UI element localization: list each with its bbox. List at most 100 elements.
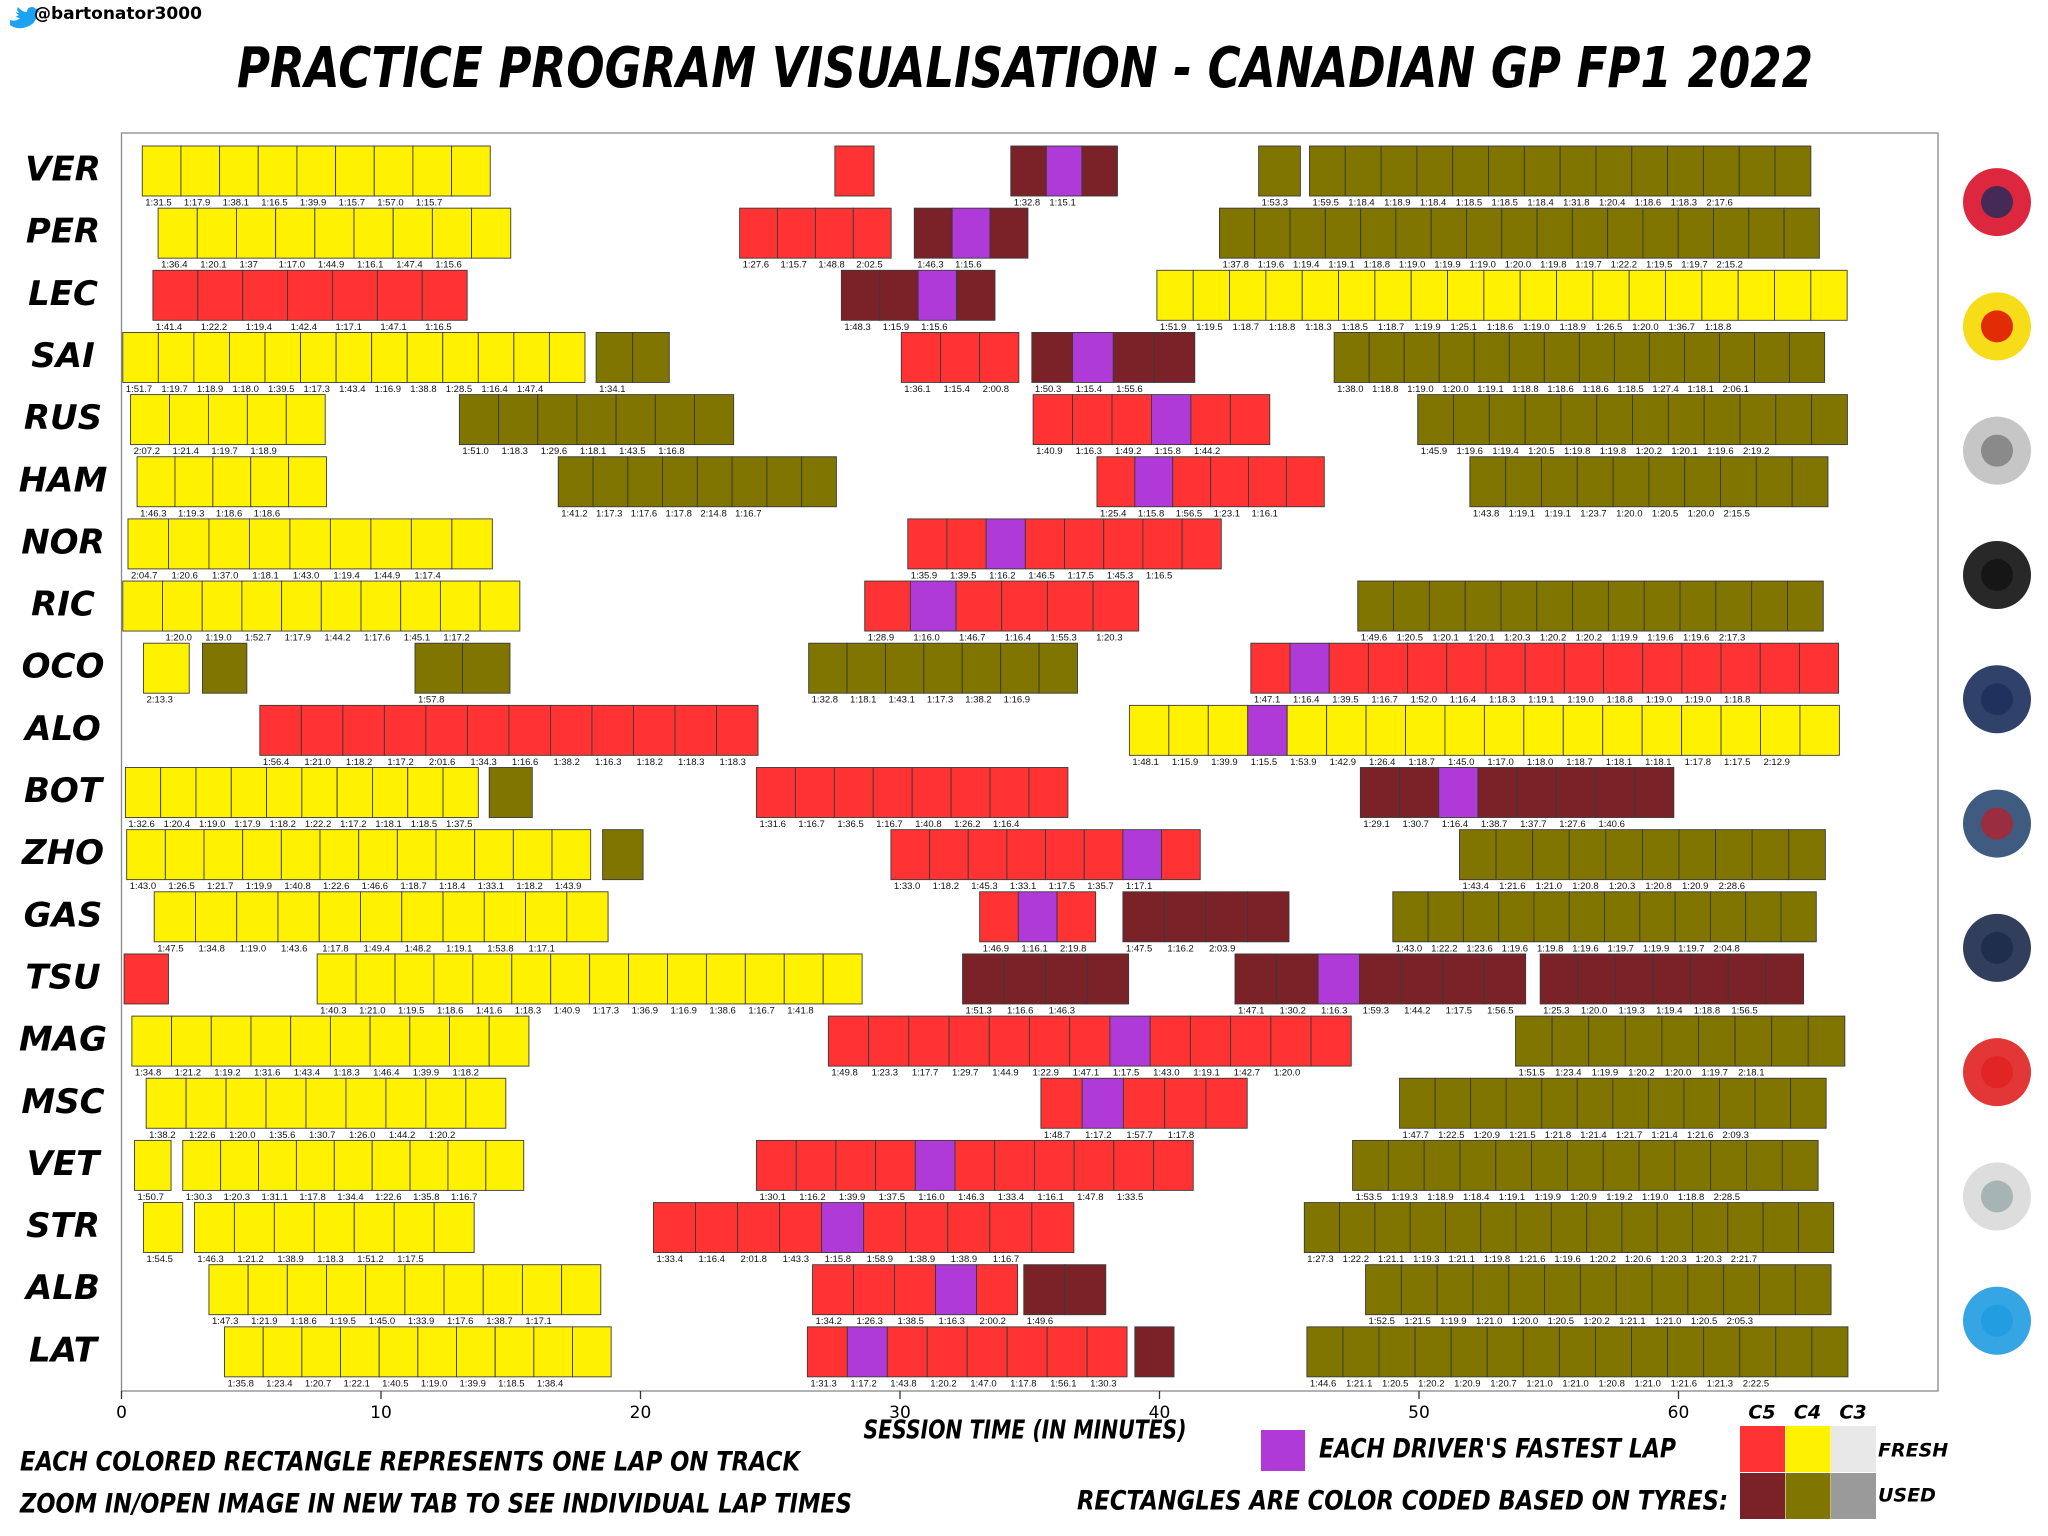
lap — [979, 891, 1019, 943]
lap-time: 1:17.3 — [596, 508, 622, 519]
lap — [1799, 704, 1840, 756]
lap — [1790, 1077, 1827, 1129]
lap — [393, 1202, 435, 1254]
lap-time: 1:19.9 — [1611, 633, 1637, 644]
lap — [472, 953, 513, 1005]
lap-time: 1:28.5 — [446, 384, 472, 395]
lap — [1344, 145, 1382, 197]
lap — [926, 1326, 968, 1378]
lap-time: 1:32.8 — [1014, 198, 1040, 209]
lap-time: 1:16.3 — [939, 1316, 965, 1327]
lap-time: 1:48.1 — [1132, 757, 1158, 768]
lap — [1472, 1264, 1510, 1316]
lap — [1550, 1202, 1588, 1254]
lap — [462, 642, 511, 694]
lap-time: 1:19.3 — [1391, 1192, 1417, 1203]
lap — [1403, 332, 1440, 383]
lap — [1760, 704, 1801, 756]
lap-time: 1:18.8 — [1364, 260, 1390, 271]
lap-time: 1:19.9 — [1434, 260, 1460, 271]
lap-time: 1:21.4 — [173, 446, 199, 457]
lap-time: 1:19.8 — [1540, 260, 1566, 271]
lap — [1621, 1202, 1658, 1254]
lap — [1205, 891, 1248, 943]
lap-time: 1:38.8 — [410, 384, 436, 395]
lap-time: 1:47.7 — [1403, 1130, 1429, 1141]
lap-time: 1:21.0 — [359, 1005, 385, 1016]
lap — [628, 953, 668, 1005]
lap — [329, 1015, 371, 1067]
lap — [300, 704, 344, 756]
lap-time: 1:16.4 — [481, 384, 507, 395]
lap-time: 1:28.9 — [868, 633, 894, 644]
lap — [917, 269, 958, 321]
lap — [872, 767, 913, 818]
lap — [336, 767, 373, 818]
lap — [1703, 1326, 1741, 1378]
lap — [806, 1326, 848, 1378]
lap-time: 1:41.4 — [156, 322, 182, 333]
lap-time: 1:17.6 — [364, 633, 390, 644]
lap — [246, 394, 287, 446]
lap-time: 1:37.5 — [446, 819, 472, 830]
lap — [667, 953, 707, 1005]
lap — [1495, 829, 1534, 881]
lap-time: 1:18.1 — [252, 570, 278, 581]
lap-time: 1:19.4 — [1656, 1005, 1682, 1016]
lap-time: 1:17.9 — [285, 633, 311, 644]
lap — [1638, 1139, 1676, 1191]
lap-time: 1:19.0 — [1523, 322, 1549, 333]
lap — [962, 953, 1005, 1005]
lap — [1480, 1202, 1517, 1254]
lap-time: 1:57.8 — [418, 695, 444, 706]
lap — [1033, 1139, 1075, 1191]
lap-time: 1:18.6 — [254, 508, 280, 519]
lap — [1417, 394, 1454, 446]
lap — [1612, 1077, 1649, 1129]
lap-time: 1:47.8 — [1077, 1192, 1103, 1203]
lap-time: 1:18.3 — [515, 1005, 541, 1016]
lap — [1365, 1264, 1402, 1316]
lap-time: 1:43.4 — [294, 1068, 320, 1079]
lap — [1588, 1015, 1626, 1067]
lap — [783, 953, 824, 1005]
lap-time: 1:20.2 — [1628, 1068, 1654, 1079]
lap-time: 1:18.1 — [1687, 384, 1713, 395]
lap-time: 1:20.2 — [1540, 633, 1566, 644]
lap — [435, 829, 476, 881]
lap-time: 1:44.9 — [992, 1068, 1018, 1079]
lap-time: 1:19.0 — [1685, 695, 1711, 706]
lap — [777, 207, 816, 259]
x-axis-label: SESSION TIME (IN MINUTES) — [864, 1416, 1187, 1446]
lap — [591, 704, 634, 756]
lap — [966, 1326, 1008, 1378]
lap — [533, 1326, 573, 1378]
lap — [152, 269, 199, 321]
lap — [1508, 1264, 1546, 1316]
lap — [1698, 1015, 1736, 1067]
lap-time: 1:20.5 — [1548, 1316, 1574, 1327]
lap-time: 1:15.4 — [1076, 384, 1102, 395]
lap-time: 1:21.7 — [1616, 1130, 1642, 1141]
lap — [1046, 580, 1094, 632]
lap — [1122, 829, 1163, 881]
lap-time: 1:21.1 — [1448, 1254, 1474, 1265]
lap — [1338, 269, 1376, 321]
lap-time: 1:52.0 — [1411, 695, 1437, 706]
lap-time: 1:46.3 — [958, 1192, 984, 1203]
lap-time: 1:19.1 — [1193, 1068, 1219, 1079]
lap-time: 1:20.7 — [305, 1378, 331, 1389]
lap — [479, 580, 521, 632]
lap — [801, 456, 837, 508]
lap — [1739, 1326, 1777, 1378]
lap — [353, 207, 394, 259]
lap — [1787, 580, 1824, 632]
lap-time: 1:40.8 — [915, 819, 941, 830]
lap — [164, 829, 205, 881]
lap — [1285, 456, 1325, 508]
lap-time: 1:41.8 — [787, 1005, 813, 1016]
lap — [1798, 642, 1840, 694]
lap-time: 2:15.5 — [1724, 508, 1750, 519]
lap-time: 1:18.2 — [346, 757, 372, 768]
lap — [967, 829, 1008, 881]
